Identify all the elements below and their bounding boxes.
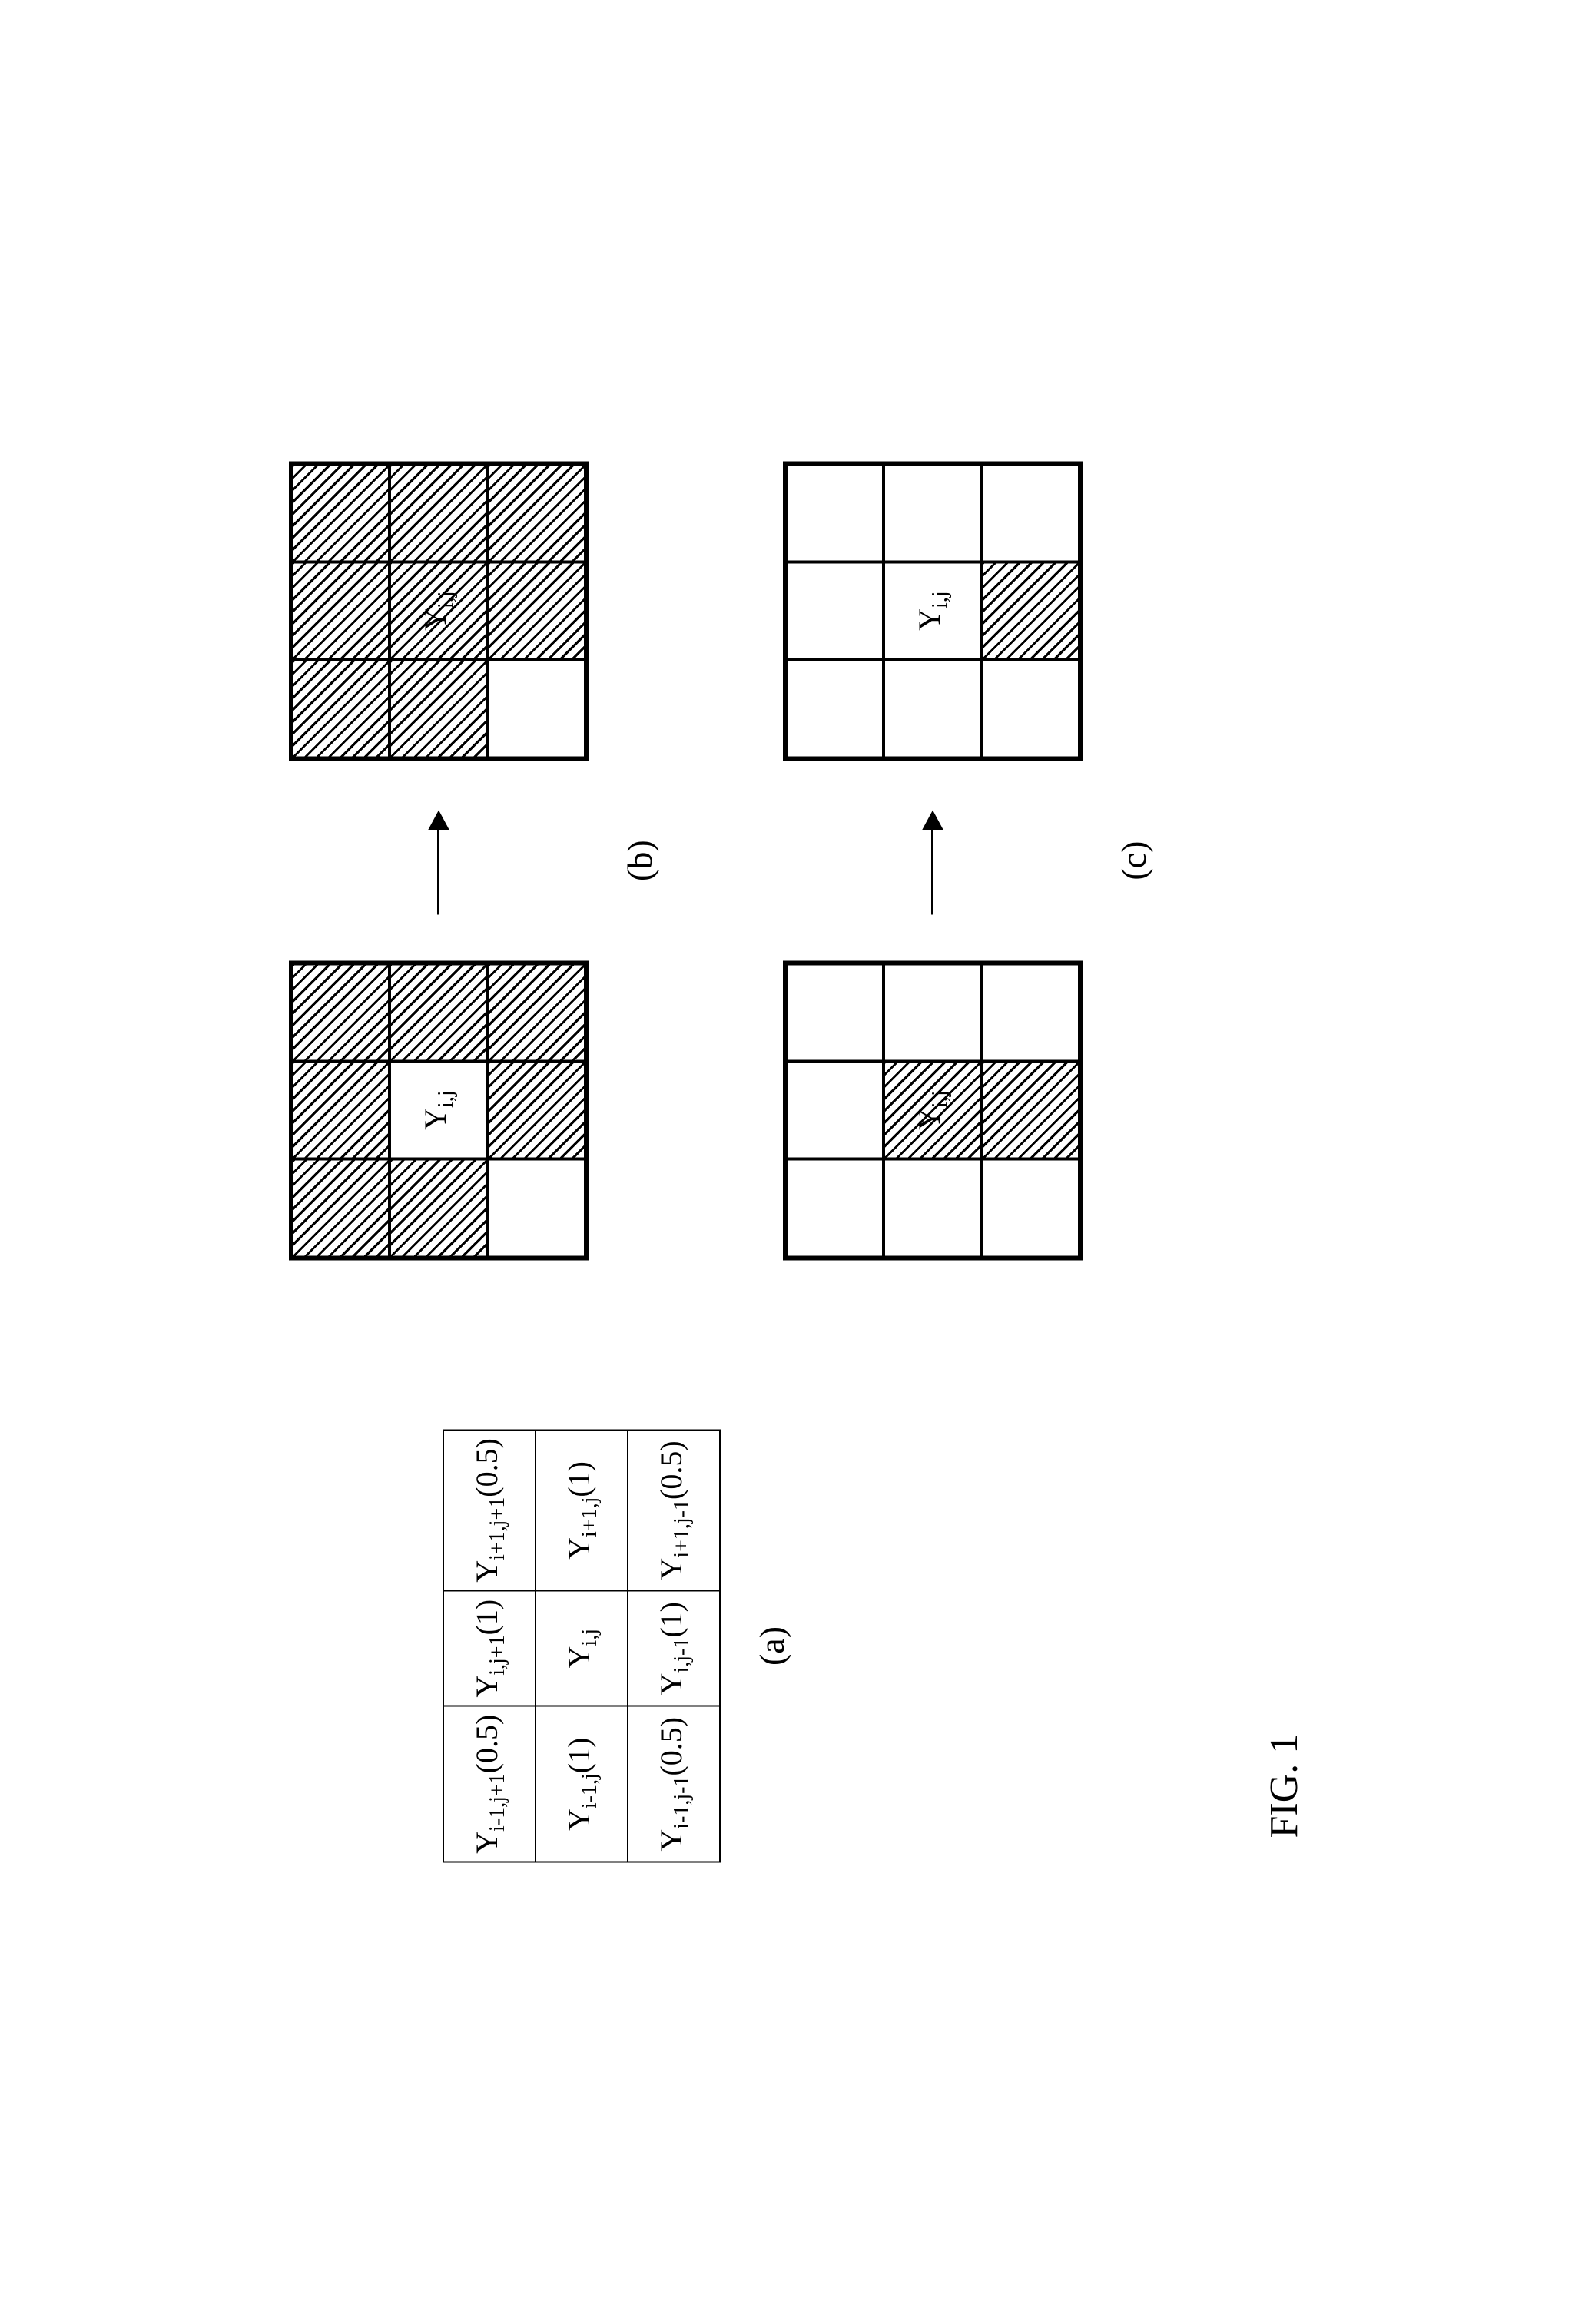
grid-cell — [292, 1061, 390, 1159]
grid-cell — [292, 464, 390, 562]
grid-cell — [786, 464, 884, 562]
grid-cell — [390, 1159, 487, 1257]
sublabel-a: (a) — [751, 1626, 792, 1666]
grid-cell — [292, 963, 390, 1061]
grid-cell — [487, 1159, 585, 1257]
section-b: Yi,j — [289, 461, 660, 1260]
grid-cell — [292, 562, 390, 659]
grid-pair-c: Yi,j — [783, 461, 1083, 1260]
grid-cell — [786, 963, 884, 1061]
grid-pair-b: Yi,j — [289, 461, 589, 1260]
grid-cell-center: Yi,j — [884, 562, 981, 659]
grid-cell — [981, 660, 1079, 758]
arrow-icon — [917, 807, 948, 914]
grid-cell — [884, 464, 981, 562]
arrow-icon — [423, 807, 454, 914]
grid-cell — [390, 660, 487, 758]
cell-a-00: Yi-1,j+1(0.5) — [443, 1706, 536, 1862]
arrow-line — [931, 830, 933, 914]
table-a: Yi-1,j+1(0.5) Yi,j+1(1) Yi+1,j+1(0.5) Yi… — [443, 1429, 721, 1863]
sublabel-b: (b) — [619, 840, 660, 881]
grid-cell — [786, 660, 884, 758]
grid-cell — [292, 660, 390, 758]
grid-c-right: Yi,j — [783, 461, 1083, 761]
grid-cell — [884, 660, 981, 758]
grid-c-left: Yi,j — [783, 960, 1083, 1260]
grid-cell-center: Yi,j — [884, 1061, 981, 1159]
cell-a-21: Yi,j-1(1) — [628, 1591, 720, 1706]
grid-cell — [884, 1159, 981, 1257]
sections-right: Yi,j — [289, 461, 1154, 1260]
grid-cell — [786, 562, 884, 659]
table-row: Yi-1,j-1(0.5) Yi,j-1(1) Yi+1,j-1(0.5) — [628, 1430, 720, 1862]
center-label: Yi,j — [911, 589, 953, 632]
grid-cell — [981, 1061, 1079, 1159]
grid-cell — [390, 963, 487, 1061]
grid-cell — [981, 464, 1079, 562]
center-label: Yi,j — [417, 1089, 459, 1131]
grid-cell — [487, 562, 585, 659]
grid-cell — [292, 1159, 390, 1257]
sublabel-c: (c) — [1113, 841, 1154, 880]
grid-cell — [981, 562, 1079, 659]
arrow-head-icon — [922, 810, 943, 830]
table-row: Yi-1,j(1) Yi,j Yi+1,j(1) — [536, 1430, 628, 1862]
sections-row: Yi-1,j+1(0.5) Yi,j+1(1) Yi+1,j+1(0.5) Yi… — [289, 240, 1154, 2084]
grid-cell — [981, 963, 1079, 1061]
grid-b-right: Yi,j — [289, 461, 589, 761]
center-label: Yi,j — [417, 589, 459, 632]
cell-a-10: Yi-1,j(1) — [536, 1706, 628, 1862]
grid-cell — [487, 660, 585, 758]
figure-caption: FIG. 1 — [1262, 240, 1307, 1838]
page: Yi-1,j+1(0.5) Yi,j+1(1) Yi+1,j+1(0.5) Yi… — [0, 396, 1595, 1929]
arrow-line — [437, 830, 439, 914]
cell-a-20: Yi-1,j-1(0.5) — [628, 1706, 720, 1862]
section-c: Yi,j — [783, 461, 1154, 1260]
grid-cell — [786, 1061, 884, 1159]
grid-cell-center: Yi,j — [390, 562, 487, 659]
cell-a-12: Yi+1,j(1) — [536, 1430, 628, 1591]
grid-cell — [786, 1159, 884, 1257]
grid-cell — [487, 464, 585, 562]
grid-b-left: Yi,j — [289, 960, 589, 1260]
cell-a-01: Yi,j+1(1) — [443, 1591, 536, 1706]
cell-a-22: Yi+1,j-1(0.5) — [628, 1430, 720, 1591]
grid-cell — [981, 1159, 1079, 1257]
center-label: Yi,j — [911, 1089, 953, 1131]
arrow-head-icon — [428, 810, 449, 830]
figure-content: Yi-1,j+1(0.5) Yi,j+1(1) Yi+1,j+1(0.5) Yi… — [289, 240, 1307, 2084]
table-row: Yi-1,j+1(0.5) Yi,j+1(1) Yi+1,j+1(0.5) — [443, 1430, 536, 1862]
cell-a-11: Yi,j — [536, 1591, 628, 1706]
grid-cell — [884, 963, 981, 1061]
grid-cell — [390, 464, 487, 562]
grid-cell-center: Yi,j — [390, 1061, 487, 1159]
section-a: Yi-1,j+1(0.5) Yi,j+1(1) Yi+1,j+1(0.5) Yi… — [443, 1429, 792, 1863]
grid-cell — [487, 1061, 585, 1159]
cell-a-02: Yi+1,j+1(0.5) — [443, 1430, 536, 1591]
grid-cell — [487, 963, 585, 1061]
